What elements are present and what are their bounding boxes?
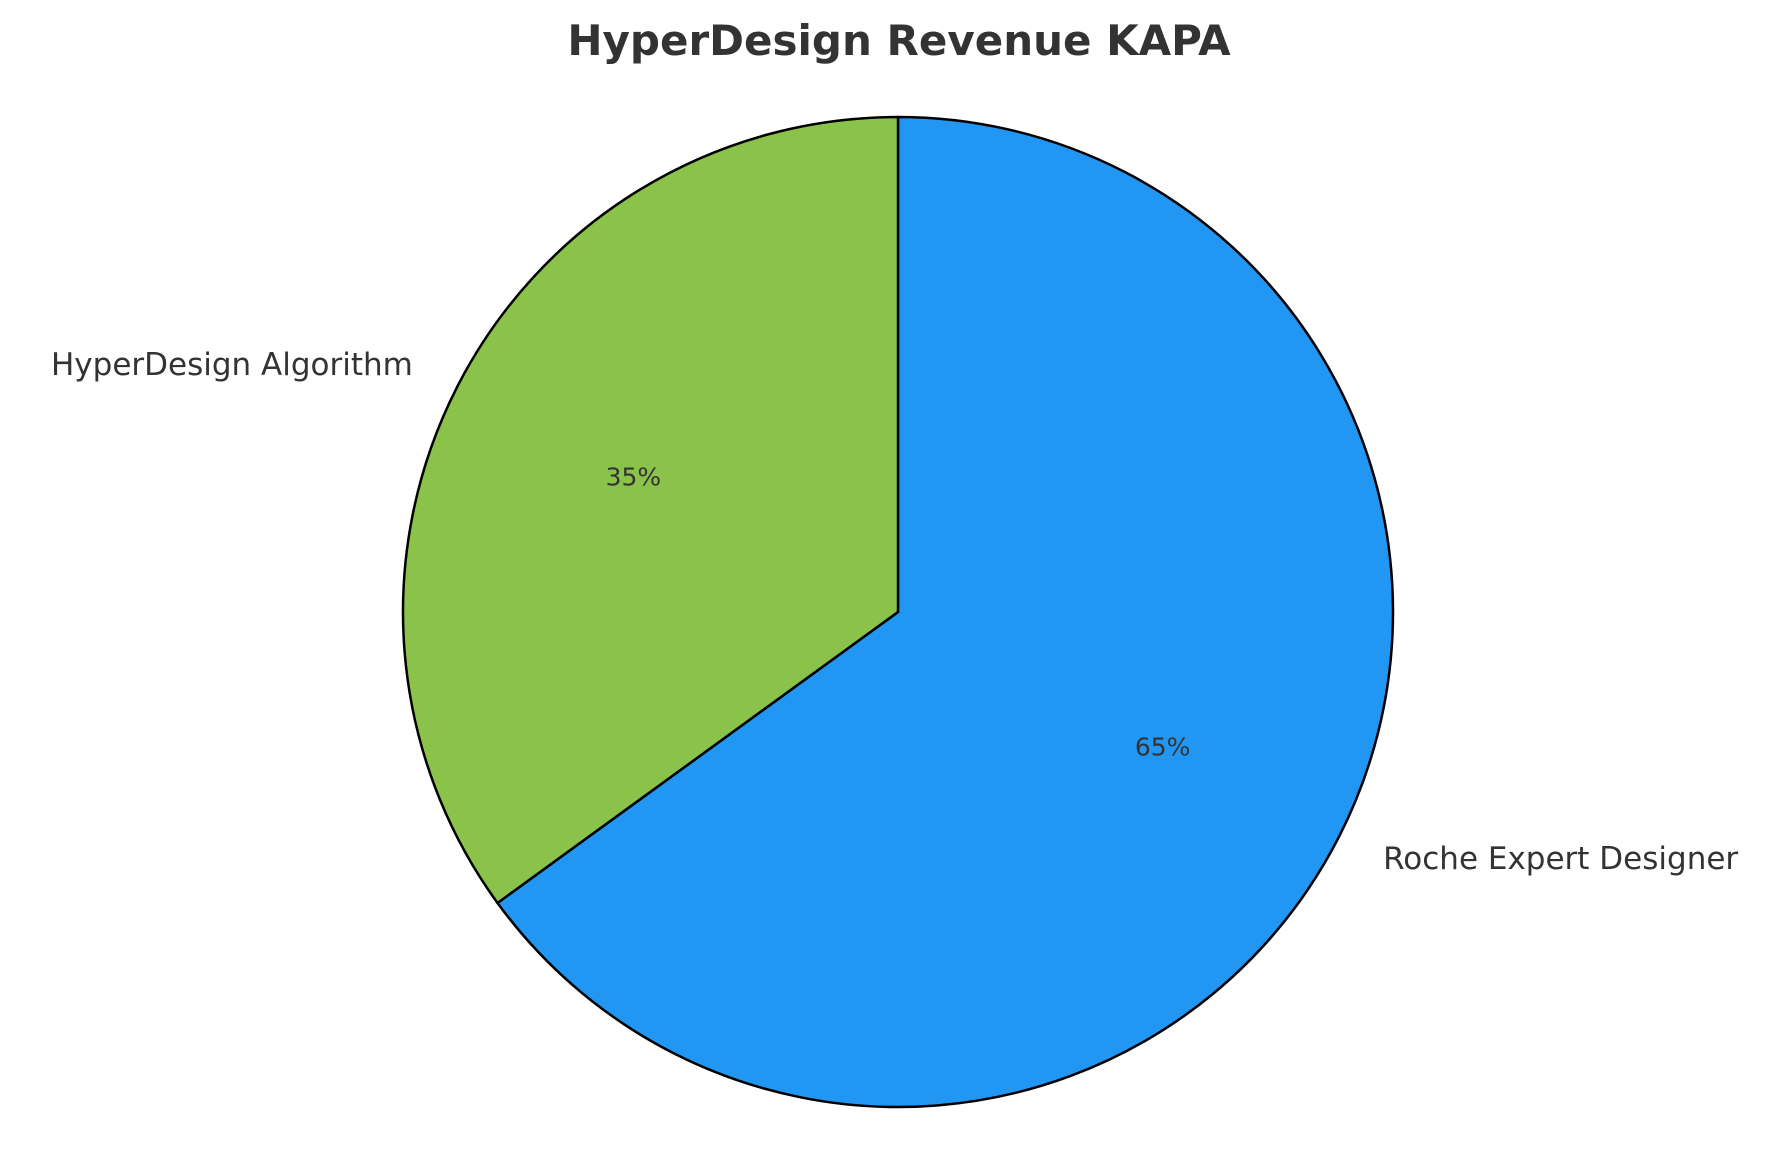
- pie-slice: [401, 115, 900, 905]
- pie-percent-label: 65%: [1135, 732, 1191, 761]
- pie-slice: [496, 115, 1395, 1109]
- pie-percent-label: 35%: [606, 463, 662, 492]
- pie-slices: [401, 115, 1395, 1109]
- pie-category-label: HyperDesign Algorithm: [51, 347, 413, 383]
- pie-labels: 65% Roche Expert Designer 35% HyperDesign A…: [51, 347, 1738, 877]
- chart-title: HyperDesign Revenue KAPA: [567, 16, 1231, 65]
- pie-category-label: Roche Expert Designer: [1383, 841, 1738, 877]
